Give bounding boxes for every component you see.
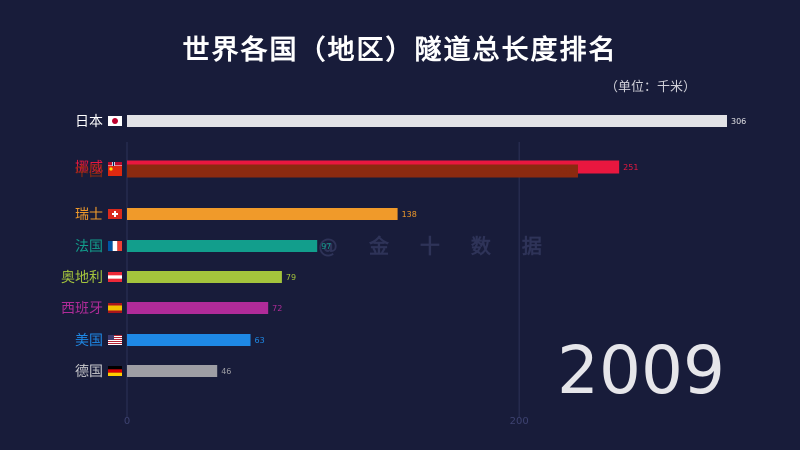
value-label: 230	[558, 167, 573, 176]
chart-title: 世界各国（地区）隧道总长度排名	[182, 35, 618, 66]
bar-日本	[127, 115, 727, 127]
category-label: 奥地利	[61, 269, 103, 286]
category-label: 挪威	[75, 160, 103, 176]
bar-中国	[127, 164, 578, 178]
category-label: 德国	[75, 364, 103, 380]
france-flag-icon	[108, 241, 122, 251]
bar-奥地利	[127, 271, 282, 283]
value-label: 138	[402, 210, 417, 219]
year-label: 2009	[557, 332, 725, 409]
unit-label: （单位：千米）	[604, 80, 696, 95]
bar-德国	[127, 365, 218, 377]
china-flag-icon	[108, 166, 122, 176]
spain-flag-icon	[108, 303, 122, 313]
value-label: 97	[321, 242, 331, 251]
x-tick-label: 0	[124, 416, 130, 427]
category-label: 美国	[75, 333, 103, 349]
japan-flag-icon	[108, 116, 122, 126]
category-label: 瑞士	[75, 207, 103, 223]
value-label: 251	[623, 163, 638, 172]
usa-flag-icon	[108, 335, 122, 345]
value-label: 63	[255, 336, 265, 345]
bar-西班牙	[127, 302, 269, 314]
value-label: 79	[286, 273, 296, 282]
austria-flag-icon	[108, 272, 122, 282]
value-label: 306	[731, 117, 746, 126]
value-label: 46	[221, 367, 231, 376]
watermark: @ 金 十 数 据	[318, 234, 554, 258]
bar-美国	[127, 334, 251, 346]
bar-瑞士	[127, 208, 398, 220]
x-tick-label: 200	[510, 416, 529, 427]
category-label: 中国	[75, 164, 103, 180]
category-label: 西班牙	[61, 301, 103, 317]
value-label: 72	[272, 304, 282, 313]
category-label: 日本	[75, 114, 103, 130]
category-label: 法国	[75, 239, 103, 255]
bar-法国	[127, 240, 318, 252]
switzerland-flag-icon	[108, 209, 122, 219]
germany-flag-icon	[108, 366, 122, 376]
